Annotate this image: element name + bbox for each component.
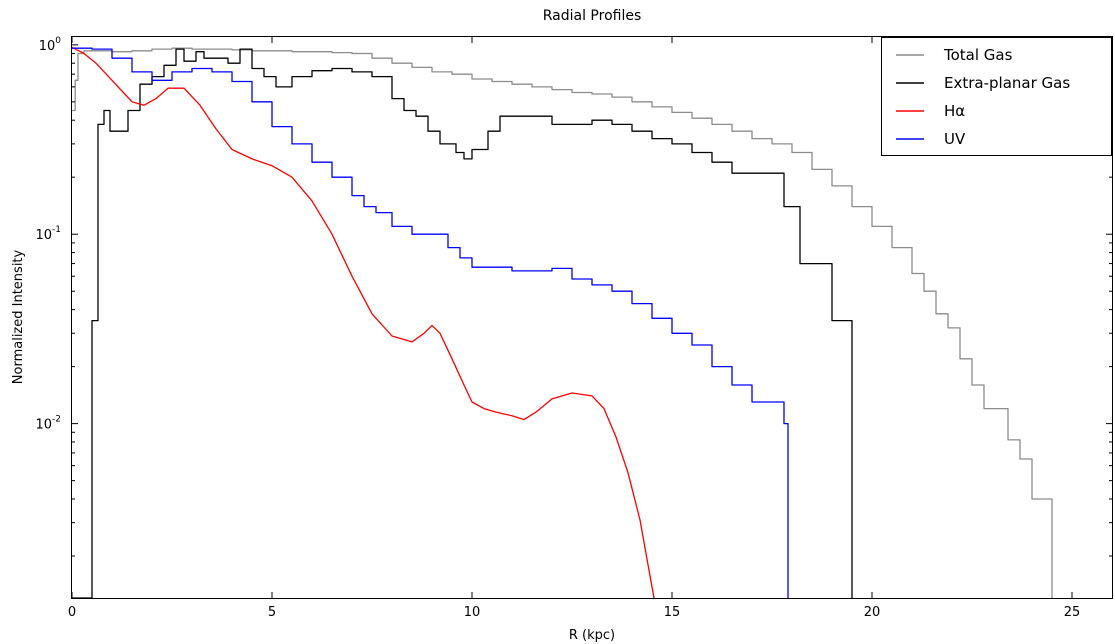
legend-label-0: Total Gas [943,46,1013,64]
x-tick-label-0: 0 [68,605,76,620]
x-tick-label-1: 5 [268,605,276,620]
x-tick-label-3: 15 [664,605,681,620]
series-line-0 [72,47,1053,598]
series-line-3 [72,47,789,598]
y-tick-label-0: 100 [39,36,62,54]
legend-label-1: Extra-planar Gas [944,74,1070,92]
x-tick-label-4: 20 [864,605,881,620]
series-line-1 [72,48,853,599]
x-tick-label-2: 10 [464,605,481,620]
series-layer [71,46,1053,599]
x-axis-label: R (kpc) [569,628,615,643]
plot-frame [71,36,1113,599]
x-tick-label-5: 25 [1064,605,1081,620]
chart-title: Radial Profiles [543,8,642,24]
y-tick-label-2: 10-2 [35,415,61,433]
legend-label-2: Hα [944,102,965,120]
legend-label-3: UV [944,130,966,148]
legend-box [881,37,1112,156]
y-tick-label-1: 10-1 [35,225,61,243]
y-axis-label: Normalized Intensity [11,249,26,384]
series-line-2 [71,46,655,599]
legend: Total Gas Extra-planar Gas Hα UV [881,37,1112,156]
